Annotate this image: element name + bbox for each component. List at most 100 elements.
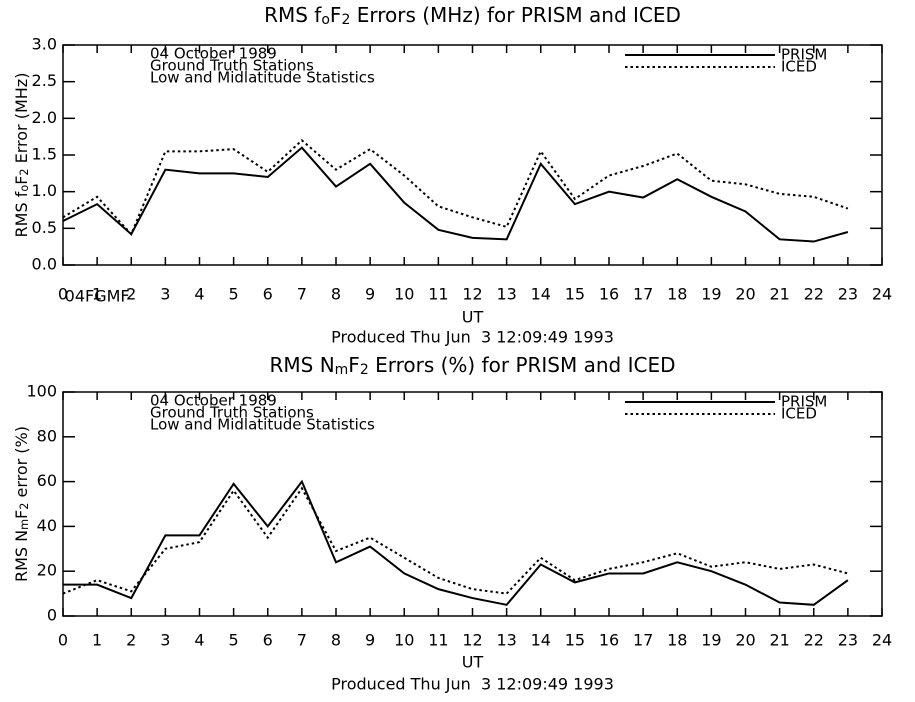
x-tick-label: 0 [58, 631, 68, 650]
annotation: Low and Midlatitude Statistics [150, 69, 375, 87]
x-tick-label: 19 [701, 631, 721, 650]
text-segment: Errors (%) for PRISM and ICED [369, 353, 676, 377]
y-tick-label: 2.5 [32, 71, 57, 90]
text-segment: F [330, 3, 342, 27]
x-axis-label: UT [462, 308, 484, 327]
x-tick-label: 19 [701, 285, 721, 304]
x-tick-label: 7 [297, 285, 307, 304]
y-tick-label: 100 [26, 382, 57, 401]
x-tick-label: 5 [229, 631, 239, 650]
text-segment: F [12, 176, 31, 185]
text-segment: F [348, 353, 360, 377]
y-axis-label: RMS NmF2 error (%) [12, 426, 32, 582]
x-tick-label: 21 [769, 631, 789, 650]
chart-title: RMS foF2 Errors (MHz) for PRISM and ICED [264, 3, 681, 29]
stray-label: 04FGMF [65, 287, 130, 306]
y-tick-label: 40 [37, 516, 57, 535]
x-tick-label: 23 [838, 285, 858, 304]
x-tick-label: 5 [229, 285, 239, 304]
y-tick-label: 20 [37, 561, 57, 580]
x-tick-label: 22 [804, 285, 824, 304]
y-tick-label: 0 [47, 606, 57, 625]
annotation: Low and Midlatitude Statistics [150, 416, 375, 434]
x-tick-label: 24 [872, 285, 892, 304]
footer: Produced Thu Jun 3 12:09:49 1993 [331, 328, 614, 347]
annotation: 04 October 1989 [150, 45, 277, 63]
subscript: o [321, 12, 330, 28]
x-tick-label: 17 [633, 631, 653, 650]
x-tick-label: 22 [804, 631, 824, 650]
y-tick-label: 0.0 [32, 255, 57, 274]
x-tick-label: 16 [599, 285, 619, 304]
x-tick-label: 20 [735, 631, 755, 650]
x-tick-label: 10 [394, 285, 414, 304]
x-tick-label: 18 [667, 285, 687, 304]
x-tick-label: 3 [160, 285, 170, 304]
legend-label: PRISM [781, 46, 827, 64]
subscript: o [18, 185, 31, 192]
y-tick-label: 60 [37, 471, 57, 490]
x-tick-label: 9 [365, 285, 375, 304]
text-segment: Error (MHz) [12, 73, 31, 169]
x-tick-label: 9 [365, 631, 375, 650]
x-tick-label: 12 [462, 285, 482, 304]
subscript: m [18, 519, 31, 530]
chart-title: RMS NmF2 Errors (%) for PRISM and ICED [269, 353, 675, 379]
text-segment: Errors (MHz) for PRISM and ICED [350, 3, 681, 27]
subscript: m [335, 362, 349, 378]
legend-label: ICED [781, 58, 817, 76]
x-tick-label: 6 [263, 285, 273, 304]
x-tick-label: 6 [263, 631, 273, 650]
x-tick-label: 15 [565, 285, 585, 304]
text-segment: RMS N [12, 530, 31, 582]
x-tick-label: 24 [872, 631, 892, 650]
y-tick-label: 80 [37, 426, 57, 445]
x-tick-label: 3 [160, 631, 170, 650]
y-tick-label: 1.5 [32, 145, 57, 164]
series-line [62, 486, 849, 595]
text-segment: RMS N [269, 353, 334, 377]
series-line [62, 138, 849, 237]
x-tick-label: 18 [667, 631, 687, 650]
x-tick-label: 14 [531, 631, 551, 650]
x-tick-label: 8 [331, 631, 341, 650]
x-tick-label: 10 [394, 631, 414, 650]
x-tick-label: 23 [838, 631, 858, 650]
x-axis-label: UT [462, 653, 484, 672]
x-tick-label: 11 [428, 285, 448, 304]
text-segment: RMS f [264, 3, 322, 27]
text-segment: RMS f [12, 191, 31, 237]
x-tick-label: 1 [92, 285, 102, 304]
x-tick-label: 14 [531, 285, 551, 304]
x-tick-label: 21 [769, 285, 789, 304]
x-tick-label: 11 [428, 631, 448, 650]
x-tick-label: 15 [565, 631, 585, 650]
subscript: 2 [18, 503, 31, 510]
x-tick-label: 20 [735, 285, 755, 304]
series-line [62, 146, 849, 243]
x-tick-label: 7 [297, 631, 307, 650]
subscript: 2 [341, 12, 350, 28]
y-axis-label: RMS foF2 Error (MHz) [12, 73, 32, 238]
x-tick-label: 17 [633, 285, 653, 304]
x-tick-label: 8 [331, 285, 341, 304]
y-tick-label: 3.0 [32, 35, 57, 54]
x-tick-label: 1 [92, 631, 102, 650]
legend-label: ICED [781, 405, 817, 423]
x-tick-label: 13 [496, 631, 516, 650]
footer: Produced Thu Jun 3 12:09:49 1993 [331, 675, 614, 694]
y-tick-label: 0.5 [32, 218, 57, 237]
series-line [63, 479, 849, 606]
x-tick-label: 2 [126, 285, 136, 304]
text-segment: error (%) [12, 426, 31, 503]
x-tick-label: 4 [194, 631, 204, 650]
text-segment: F [12, 510, 31, 519]
subscript: 2 [360, 362, 369, 378]
annotation: Ground Truth Stations [150, 404, 314, 422]
x-tick-label: 16 [599, 631, 619, 650]
y-tick-label: 1.0 [32, 181, 57, 200]
annotation: 04 October 1989 [150, 392, 277, 410]
legend-label: PRISM [781, 393, 827, 411]
y-tick-label: 2.0 [32, 108, 57, 127]
